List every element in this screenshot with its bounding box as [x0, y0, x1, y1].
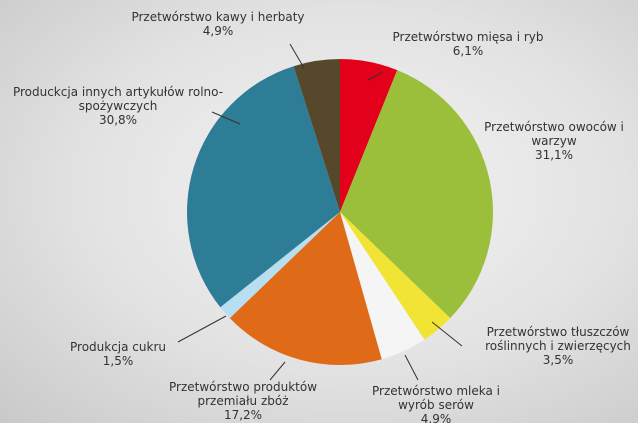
value-label: 4,9% [420, 412, 452, 423]
pie-slice [293, 59, 340, 212]
leader-line [269, 361, 286, 381]
slice-label: Produkcja cukru 1,5% [70, 340, 166, 368]
category-label: Produckcja innych artykułów rolno-spożyw… [12, 85, 224, 113]
value-label: 1,5% [102, 354, 134, 368]
leader-line [177, 315, 227, 343]
pie-slice [186, 66, 340, 308]
pie-slice [229, 212, 382, 366]
slice-label: Produckcja innych artykułów rolno-spożyw… [3, 85, 233, 127]
category-label: Przetwórstwo owoców i warzyw [484, 120, 624, 148]
category-label: Przetwórstwo produktów przemiału zbóż [168, 380, 318, 408]
category-label: Przetwórstwo tłuszczów roślinnych i zwie… [485, 325, 631, 353]
category-label: Produkcja cukru [70, 340, 166, 354]
slice-label: Przetwórstwo produktów przemiału zbóż 17,… [158, 380, 328, 422]
value-label: 17,2% [223, 408, 263, 422]
leader-line [211, 111, 241, 125]
pie-slice [340, 70, 494, 319]
category-label: Przetwórstwo mięsa i ryb [392, 30, 544, 44]
value-label: 6,1% [452, 44, 484, 58]
value-label: 30,8% [98, 113, 138, 127]
pie-slice [220, 212, 340, 319]
value-label: 31,1% [534, 148, 574, 162]
slice-label: Przetwórstwo tłuszczów roślinnych i zwie… [473, 325, 638, 367]
category-label: Przetwórstwo mleka i wyrób serów [371, 384, 500, 412]
pie-slice [340, 212, 425, 360]
leader-line [431, 321, 463, 347]
pie-slice [340, 59, 398, 212]
slice-label: Przetwórstwo mięsa i ryb 6,1% [393, 30, 544, 58]
slice-label: Przetwórstwo mleka i wyrób serów 4,9% [366, 384, 506, 423]
leader-line [367, 71, 384, 81]
category-label: Przetwórstwo kawy i herbaty [131, 10, 305, 24]
value-label: 3,5% [542, 353, 574, 367]
slice-label: Przetwórstwo kawy i herbaty 4,9% [131, 10, 304, 38]
pie-slice [340, 212, 451, 340]
leader-line [404, 354, 419, 381]
leader-line [289, 43, 305, 69]
value-label: 4,9% [202, 24, 234, 38]
slice-label: Przetwórstwo owoców i warzyw 31,1% [469, 120, 638, 162]
